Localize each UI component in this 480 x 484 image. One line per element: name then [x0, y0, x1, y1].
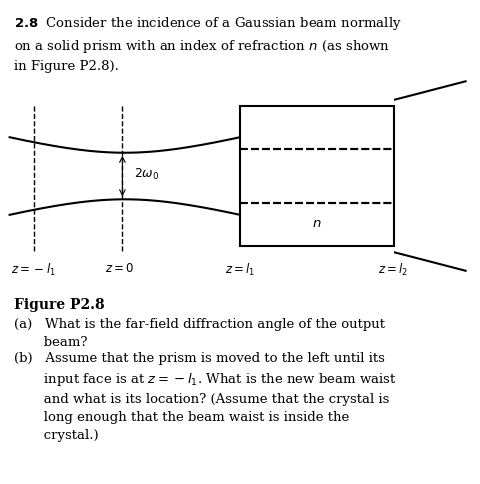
Text: $\mathbf{2.8}$  Consider the incidence of a Gaussian beam normally
on a solid pr: $\mathbf{2.8}$ Consider the incidence of…: [14, 15, 402, 73]
Text: $z = l_2$: $z = l_2$: [378, 261, 409, 277]
Bar: [240, 106, 394, 247]
Text: $n$: $n$: [312, 216, 322, 229]
Text: $z = 0$: $z = 0$: [106, 261, 134, 274]
Bar: [240, 80, 394, 273]
Text: (b)   Assume that the prism is moved to the left until its
       input face is : (b) Assume that the prism is moved to th…: [14, 351, 397, 441]
Text: (a)   What is the far-field diffraction angle of the output
       beam?: (a) What is the far-field diffraction an…: [14, 317, 385, 348]
Text: $z = -l_1$: $z = -l_1$: [11, 261, 56, 277]
Text: Figure P2.8: Figure P2.8: [14, 298, 105, 312]
Text: $2\omega_0$: $2\omega_0$: [134, 166, 160, 182]
Text: $z = l_1$: $z = l_1$: [225, 261, 255, 277]
